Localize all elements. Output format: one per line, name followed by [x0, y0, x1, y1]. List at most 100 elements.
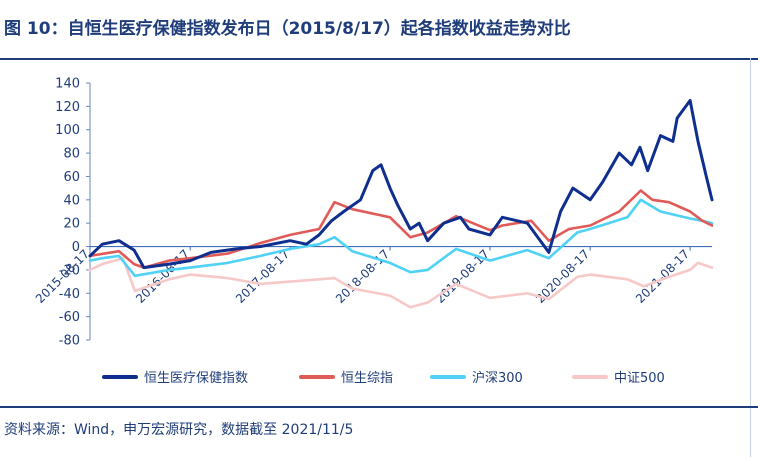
- data-point: [572, 187, 574, 189]
- data-point: [626, 216, 629, 219]
- data-point: [697, 140, 699, 143]
- data-point: [489, 229, 491, 231]
- data-point: [659, 134, 662, 137]
- data-point: [89, 255, 91, 257]
- data-point: [548, 257, 550, 260]
- data-point: [501, 224, 504, 227]
- data-point: [89, 269, 91, 271]
- data-point: [226, 262, 229, 264]
- data-point: [468, 228, 470, 230]
- y-tick-label: 0: [72, 240, 80, 255]
- data-point: [643, 285, 645, 288]
- data-point: [289, 239, 291, 242]
- y-tick-label: 40: [63, 193, 80, 208]
- data-point: [576, 276, 579, 278]
- data-point: [576, 231, 579, 234]
- data-point: [711, 199, 713, 201]
- data-point: [489, 234, 491, 236]
- data-point: [426, 239, 429, 242]
- data-point: [351, 208, 354, 210]
- data-point: [134, 290, 136, 292]
- y-tick-label: 100: [55, 123, 80, 138]
- legend-label: 恒生综指: [341, 371, 393, 386]
- data-point: [318, 234, 320, 236]
- data-point: [351, 250, 354, 252]
- data-point: [333, 201, 336, 203]
- data-point: [530, 220, 533, 222]
- data-point: [118, 239, 120, 242]
- data-point: [548, 298, 550, 300]
- data-point: [618, 210, 620, 213]
- data-point: [330, 220, 333, 222]
- data-point: [589, 199, 591, 201]
- data-point: [501, 216, 504, 219]
- data-point: [372, 169, 374, 172]
- y-tick-label: 20: [63, 217, 80, 232]
- data-point: [389, 262, 391, 264]
- data-point: [101, 257, 104, 260]
- data-point: [168, 263, 170, 265]
- data-point: [359, 199, 362, 201]
- data-point: [259, 283, 262, 285]
- data-point: [711, 266, 713, 269]
- data-point: [489, 259, 491, 262]
- data-point: [226, 277, 229, 279]
- data-point: [418, 222, 420, 224]
- data-point: [235, 248, 237, 250]
- data-point: [689, 99, 691, 102]
- data-point: [701, 220, 704, 222]
- legend-label: 沪深300: [472, 370, 523, 386]
- data-point: [548, 239, 550, 242]
- data-point: [689, 269, 691, 271]
- data-point: [89, 259, 91, 262]
- data-point: [189, 257, 191, 260]
- data-point: [409, 236, 412, 238]
- data-point: [668, 276, 670, 278]
- legend-label: 中证500: [614, 371, 665, 386]
- data-point: [189, 273, 191, 276]
- data-point: [305, 243, 308, 245]
- data-point: [318, 278, 320, 281]
- chart-title: 图 10：自恒生医疗保健指数发布日（2015/8/17）起各指数收益走势对比: [4, 19, 571, 39]
- data-point: [689, 217, 691, 220]
- data-point: [711, 224, 713, 227]
- data-point: [526, 292, 528, 295]
- data-point: [389, 294, 391, 297]
- data-point: [397, 204, 399, 207]
- right-border: [750, 58, 751, 457]
- data-point: [168, 278, 170, 281]
- data-point: [672, 140, 674, 143]
- data-point: [259, 245, 262, 248]
- chart-legend: 恒生医疗保健指数 恒生综指 沪深300 中证500: [102, 370, 665, 386]
- y-tick-label: 60: [63, 170, 80, 185]
- data-point: [426, 301, 429, 304]
- data-point: [711, 222, 713, 224]
- data-point: [210, 251, 212, 254]
- data-point: [426, 269, 429, 271]
- y-tick-label: -80: [59, 334, 80, 349]
- data-point: [101, 243, 104, 245]
- data-point: [189, 266, 191, 269]
- data-point: [389, 216, 391, 219]
- data-point: [409, 306, 412, 309]
- data-point: [668, 201, 670, 203]
- data-point: [646, 169, 649, 172]
- data-point: [133, 263, 135, 265]
- data-point: [639, 146, 641, 149]
- data-point: [526, 222, 529, 224]
- data-point: [380, 164, 382, 166]
- data-point: [168, 269, 170, 271]
- data-point: [259, 255, 262, 257]
- data-point: [659, 210, 662, 213]
- data-point: [442, 222, 445, 224]
- data-point: [389, 187, 391, 189]
- data-point: [651, 199, 654, 201]
- data-point: [568, 228, 570, 230]
- data-point: [426, 231, 429, 234]
- data-point: [351, 287, 354, 290]
- data-point: [409, 271, 412, 274]
- x-tick-label: 2021-08-17: [633, 247, 692, 306]
- data-point: [630, 164, 633, 166]
- data-point: [168, 259, 170, 262]
- data-point: [289, 280, 291, 283]
